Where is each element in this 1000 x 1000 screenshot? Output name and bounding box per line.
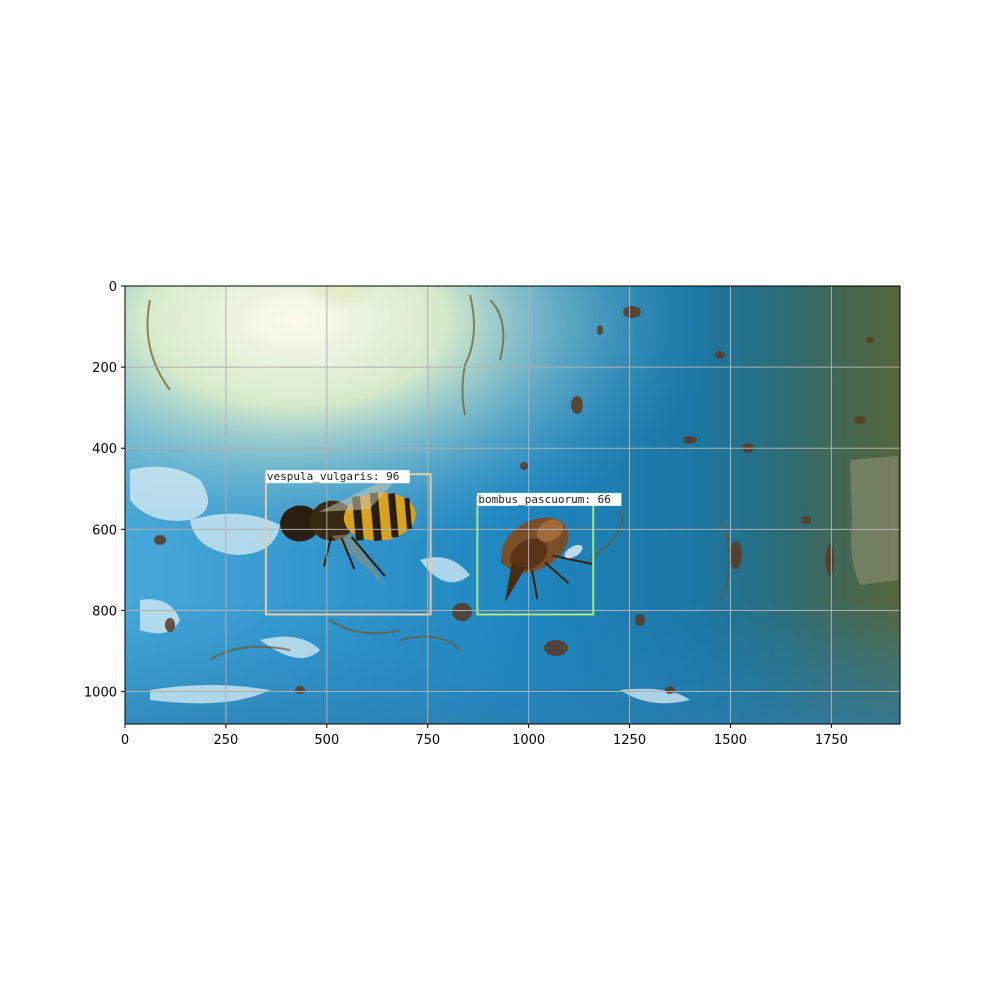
y-tick-label: 0 (109, 280, 117, 295)
y-tick-label: 200 (92, 361, 117, 376)
x-tick-label: 1250 (613, 733, 646, 748)
detection-boxes: vespula_vulgaris: 96 bombus_pascuorum: 66 (264, 470, 622, 616)
x-tick-label: 1000 (512, 733, 545, 748)
x-tick-label: 250 (213, 733, 238, 748)
detection-label: bombus_pascuorum: 66 (478, 493, 610, 506)
detection-label-bg (477, 492, 622, 506)
detection-label-bg (265, 470, 410, 484)
y-tick-label: 1000 (84, 686, 117, 701)
plot-frame (124, 285, 901, 725)
wasp-insect (280, 469, 416, 587)
x-tick-label: 0 (121, 733, 129, 748)
y-tick-label: 400 (92, 442, 117, 457)
insect-trap-photo (125, 286, 900, 724)
container-rim (850, 456, 898, 585)
y-tick-label: 600 (92, 523, 117, 538)
water-reflections (130, 466, 690, 704)
bumblebee-insect (501, 517, 593, 603)
x-tick-label: 1750 (815, 733, 848, 748)
y-axis: 0 200 400 600 800 1000 (84, 280, 125, 701)
x-axis: 0 250 500 750 1000 1250 1500 1750 (121, 724, 848, 748)
x-tick-label: 750 (415, 733, 440, 748)
debris (154, 306, 874, 694)
detection-label: vespula_vulgaris: 96 (267, 470, 399, 483)
y-tick-label: 800 (92, 604, 117, 619)
x-tick-label: 500 (314, 733, 339, 748)
x-tick-label: 1500 (714, 733, 747, 748)
